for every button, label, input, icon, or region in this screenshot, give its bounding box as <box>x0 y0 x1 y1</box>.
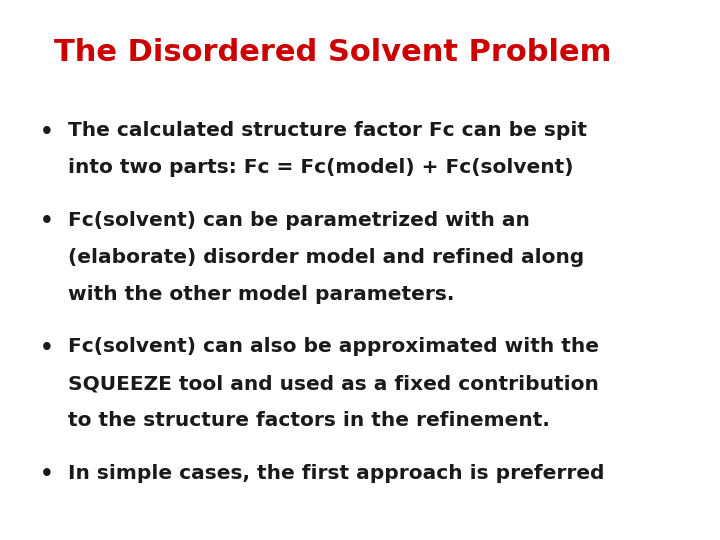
Text: •: • <box>40 338 53 357</box>
Text: •: • <box>40 211 53 231</box>
Text: The calculated structure factor Fc can be spit: The calculated structure factor Fc can b… <box>68 122 588 140</box>
Text: (elaborate) disorder model and refined along: (elaborate) disorder model and refined a… <box>68 248 585 267</box>
Text: In simple cases, the first approach is preferred: In simple cases, the first approach is p… <box>68 464 605 483</box>
Text: •: • <box>40 122 53 141</box>
Text: into two parts: Fc = Fc(model) + Fc(solvent): into two parts: Fc = Fc(model) + Fc(solv… <box>68 158 574 177</box>
Text: •: • <box>40 464 53 484</box>
Text: Fc(solvent) can also be approximated with the: Fc(solvent) can also be approximated wit… <box>68 338 599 356</box>
Text: The Disordered Solvent Problem: The Disordered Solvent Problem <box>54 38 611 67</box>
Text: with the other model parameters.: with the other model parameters. <box>68 285 455 303</box>
Text: to the structure factors in the refinement.: to the structure factors in the refineme… <box>68 411 550 430</box>
Text: Fc(solvent) can be parametrized with an: Fc(solvent) can be parametrized with an <box>68 211 530 230</box>
Text: SQUEEZE tool and used as a fixed contribution: SQUEEZE tool and used as a fixed contrib… <box>68 374 599 393</box>
